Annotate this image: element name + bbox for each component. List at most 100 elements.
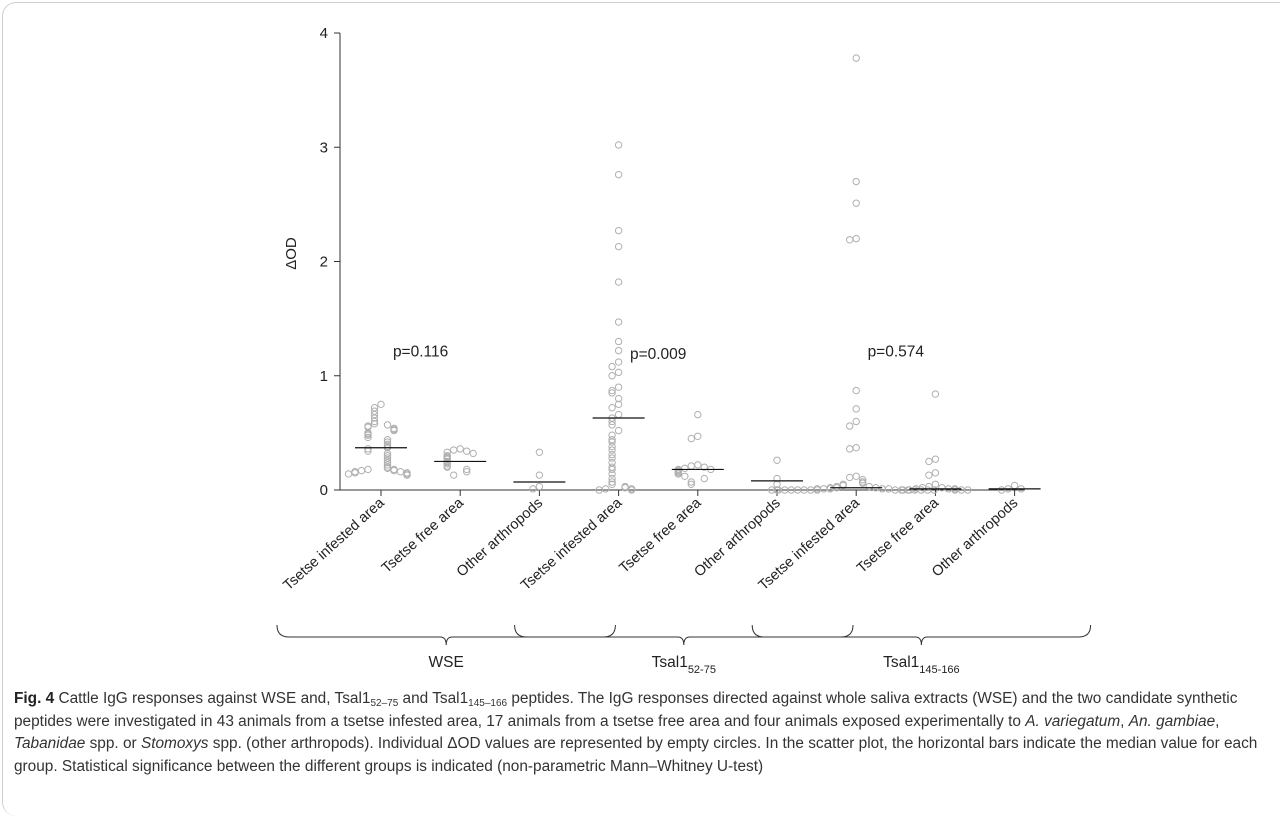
group-bracket	[751, 624, 1092, 646]
data-point	[614, 141, 623, 149]
data-point	[456, 445, 464, 453]
data-point	[846, 236, 854, 244]
p-value-annotation: p=0.009	[630, 346, 686, 363]
data-point	[403, 471, 411, 479]
y-tick-label: 2	[320, 254, 328, 271]
caption-species-2: An. gambiae	[1128, 712, 1216, 730]
caption-tail: spp. (other arthropods). Individual ΔOD …	[14, 735, 1258, 775]
data-point	[450, 471, 458, 479]
data-point	[694, 410, 702, 419]
data-point	[931, 390, 940, 398]
data-point	[608, 465, 616, 474]
data-point	[687, 478, 695, 486]
data-point	[859, 479, 867, 487]
data-point	[614, 318, 623, 326]
data-point	[859, 476, 867, 484]
caption-title-1: Cattle IgG responses against WSE and, Ts…	[54, 690, 371, 707]
data-point	[608, 438, 616, 446]
data-point	[878, 485, 886, 493]
data-point	[608, 454, 616, 462]
data-point	[450, 446, 458, 454]
x-tick-label: Other arthropods	[692, 495, 784, 580]
data-point	[681, 472, 689, 480]
series-group	[529, 448, 544, 493]
data-point	[700, 474, 708, 483]
data-point	[694, 461, 702, 469]
data-point	[700, 463, 708, 471]
y-axis-label: ΔOD	[283, 237, 300, 270]
data-point	[614, 394, 623, 403]
data-point	[608, 442, 616, 451]
caption-sep-3: spp. or	[85, 735, 141, 752]
data-point	[608, 372, 616, 380]
data-point	[931, 469, 940, 477]
data-point	[535, 448, 544, 456]
data-point	[443, 463, 451, 471]
data-point	[964, 486, 972, 494]
data-point	[852, 417, 860, 426]
caption-title-sub-2: 145–166	[468, 698, 508, 709]
x-tick-label: Other arthropods	[454, 495, 546, 580]
group-label-subscript: 145-166	[919, 664, 959, 676]
data-point	[773, 456, 781, 464]
data-point	[885, 485, 893, 493]
data-point	[396, 468, 405, 476]
series-group	[899, 390, 972, 494]
data-point	[370, 420, 379, 428]
data-point	[614, 337, 623, 346]
data-point	[681, 464, 689, 472]
caption-title-sub-1: 52–75	[370, 698, 399, 709]
data-point	[608, 404, 616, 412]
caption-species-1: A. variegatum	[1025, 712, 1121, 730]
data-point	[364, 431, 372, 439]
y-tick-label: 4	[320, 25, 328, 42]
data-point	[614, 170, 623, 179]
data-point	[852, 405, 860, 413]
data-point	[614, 226, 623, 235]
x-tick-label: Tsetse free area	[616, 494, 705, 576]
group-label: Tsal152-75	[652, 654, 716, 676]
data-point	[852, 177, 860, 186]
data-point	[595, 486, 603, 494]
caption-sep-2: ,	[1215, 712, 1220, 730]
data-point	[925, 471, 933, 479]
x-tick-label: Tsetse free area	[854, 494, 943, 576]
data-point	[608, 470, 616, 478]
caption-title-3: peptides. The IgG responses directed aga…	[14, 690, 1238, 730]
data-point	[865, 482, 873, 491]
data-point	[852, 444, 860, 452]
caption-species-3: Tabanidae	[14, 735, 86, 752]
data-point	[364, 433, 372, 442]
series-group	[773, 456, 781, 494]
data-point	[614, 426, 623, 435]
group-bracket	[276, 624, 616, 646]
data-point	[768, 486, 776, 494]
data-point	[925, 457, 933, 466]
data-point	[614, 410, 623, 419]
data-point	[370, 417, 379, 426]
data-point	[608, 386, 616, 395]
figure-caption: Fig. 4 Cattle IgG responses against WSE …	[14, 688, 1270, 778]
data-point	[852, 472, 860, 480]
y-tick-label: 0	[320, 482, 328, 499]
data-point	[1010, 481, 1019, 490]
data-point	[608, 450, 616, 459]
group-bracket	[514, 624, 854, 646]
data-point	[608, 362, 616, 371]
data-point	[614, 368, 623, 377]
data-point	[529, 485, 537, 493]
data-point	[614, 383, 623, 391]
caption-sep-1: ,	[1120, 712, 1129, 730]
data-point	[443, 460, 451, 468]
data-point	[614, 242, 623, 251]
data-point	[377, 400, 385, 409]
data-point	[370, 414, 379, 422]
data-point	[357, 466, 366, 475]
data-point	[364, 465, 372, 474]
group-label: Tsal1145-166	[883, 654, 960, 676]
p-value-annotation: p=0.574	[868, 344, 925, 361]
data-point	[687, 462, 695, 470]
data-point	[608, 478, 616, 486]
